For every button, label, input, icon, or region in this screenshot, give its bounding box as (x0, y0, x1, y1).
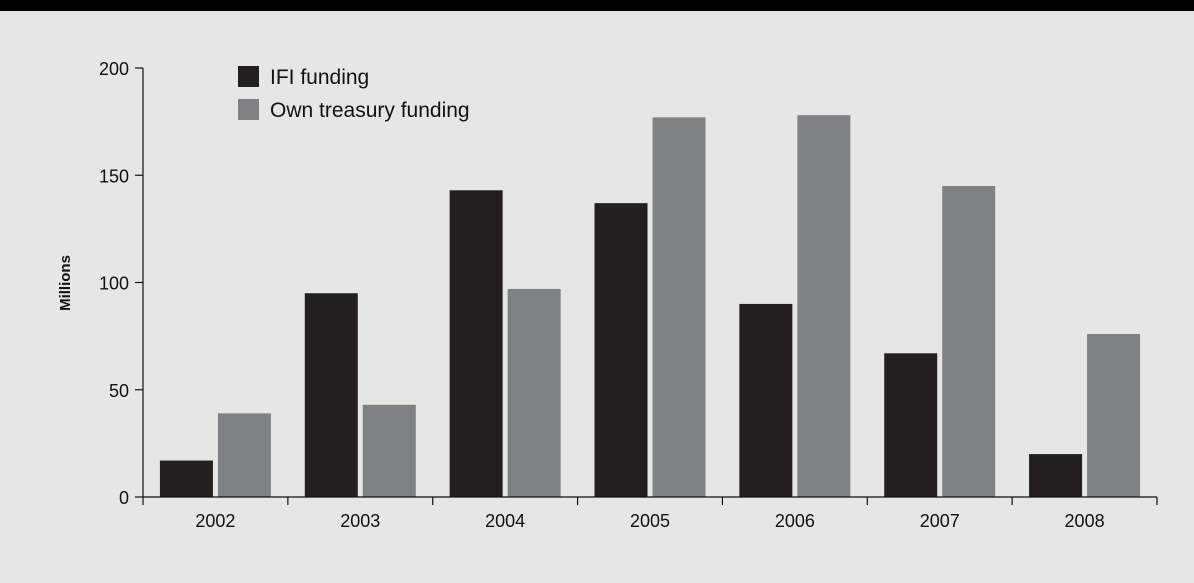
top-bar (0, 0, 1194, 11)
legend: IFI funding Own treasury funding (238, 66, 470, 122)
axes: 0 50 100 150 200 2002 2003 2004 2005 2006 2007 2008 (99, 59, 1158, 531)
legend-swatch (238, 99, 259, 120)
bar-2006-ifi (739, 303, 793, 497)
y-tick-label: 150 (99, 166, 129, 186)
legend-label: Own treasury funding (270, 99, 470, 122)
x-tick-label: 2004 (485, 511, 525, 531)
bar-2003-ifi (304, 293, 358, 497)
bars (159, 115, 1141, 498)
y-axis-label: Millions (57, 255, 74, 311)
x-tick-label: 2008 (1065, 511, 1105, 531)
y-tick-label: 100 (99, 274, 129, 294)
bar-2002-own-treasury (217, 413, 271, 497)
bar-2007-own-treasury (942, 185, 996, 497)
y-tick-label: 50 (109, 381, 129, 401)
x-tick-label: 2006 (775, 511, 815, 531)
legend-swatch (238, 66, 259, 87)
x-tick-label: 2002 (195, 511, 235, 531)
bar-2004-own-treasury (507, 288, 561, 497)
x-tick-label: 2003 (340, 511, 380, 531)
bar-2005-ifi (594, 203, 648, 497)
bar-2008-ifi (1029, 454, 1083, 497)
bar-2006-own-treasury (797, 115, 851, 497)
x-tick-label: 2005 (630, 511, 670, 531)
bar-2008-own-treasury (1087, 333, 1141, 497)
bar-2003-own-treasury (362, 404, 416, 497)
legend-label: IFI funding (270, 66, 369, 89)
bar-2004-ifi (449, 190, 503, 497)
y-tick-label: 200 (99, 59, 129, 79)
bar-2002-ifi (159, 460, 213, 497)
bar-2005-own-treasury (652, 117, 706, 498)
y-tick-label: 0 (119, 488, 129, 508)
bar-2007-ifi (884, 353, 938, 497)
x-tick-label: 2007 (920, 511, 960, 531)
